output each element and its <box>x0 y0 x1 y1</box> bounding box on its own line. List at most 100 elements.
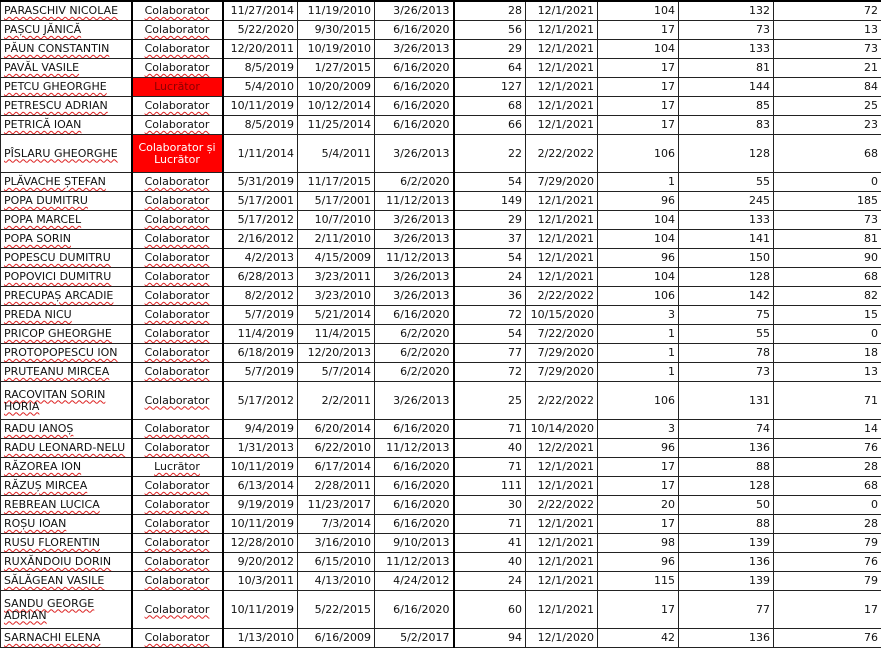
date-cell-3[interactable]: 6/16/2020 <box>374 115 455 135</box>
date-cell-1[interactable]: 10/11/2019 <box>222 590 298 629</box>
role-cell[interactable]: Colaborator <box>131 533 224 553</box>
name-cell[interactable]: POPA SORIN <box>0 229 133 249</box>
count-cell-4[interactable]: 28 <box>773 514 881 534</box>
date-cell-1[interactable]: 12/20/2011 <box>222 39 298 59</box>
role-cell[interactable]: Colaborator <box>131 172 224 192</box>
count-cell-1[interactable]: 54 <box>453 324 526 344</box>
count-cell-1[interactable]: 40 <box>453 552 526 572</box>
role-cell[interactable]: Colaborator <box>131 571 224 591</box>
date-cell-2[interactable]: 9/30/2015 <box>297 20 375 40</box>
count-cell-4[interactable]: 18 <box>773 343 881 363</box>
count-cell-3[interactable]: 55 <box>678 172 774 192</box>
name-cell[interactable]: POPOVICI DUMITRU <box>0 267 133 287</box>
count-cell-3[interactable]: 131 <box>678 381 774 420</box>
date-cell-4[interactable]: 7/29/2020 <box>525 343 598 363</box>
name-cell[interactable]: PETCU GHEORGHE <box>0 77 133 97</box>
date-cell-4[interactable]: 12/1/2021 <box>525 552 598 572</box>
date-cell-4[interactable]: 7/29/2020 <box>525 172 598 192</box>
count-cell-1[interactable]: 149 <box>453 191 526 211</box>
date-cell-2[interactable]: 11/19/2010 <box>297 0 375 21</box>
date-cell-4[interactable]: 12/1/2020 <box>525 628 598 648</box>
name-cell[interactable]: PETRESCU ADRIAN <box>0 96 133 116</box>
count-cell-1[interactable]: 41 <box>453 533 526 553</box>
date-cell-4[interactable]: 7/29/2020 <box>525 362 598 382</box>
count-cell-2[interactable]: 17 <box>597 590 679 629</box>
role-cell[interactable]: Colaborator <box>131 628 224 648</box>
date-cell-2[interactable]: 2/28/2011 <box>297 476 375 496</box>
date-cell-4[interactable]: 10/14/2020 <box>525 419 598 439</box>
count-cell-2[interactable]: 104 <box>597 267 679 287</box>
name-cell[interactable]: PAVĂL VASILE <box>0 58 133 78</box>
date-cell-1[interactable]: 8/5/2019 <box>222 58 298 78</box>
date-cell-2[interactable]: 4/15/2009 <box>297 248 375 268</box>
count-cell-2[interactable]: 17 <box>597 514 679 534</box>
date-cell-1[interactable]: 9/19/2019 <box>222 495 298 515</box>
date-cell-4[interactable]: 12/1/2021 <box>525 267 598 287</box>
count-cell-1[interactable]: 29 <box>453 210 526 230</box>
date-cell-3[interactable]: 11/12/2013 <box>374 191 455 211</box>
role-cell[interactable]: Colaborator <box>131 324 224 344</box>
date-cell-3[interactable]: 3/26/2013 <box>374 0 455 21</box>
date-cell-1[interactable]: 10/11/2019 <box>222 96 298 116</box>
date-cell-4[interactable]: 12/1/2021 <box>525 571 598 591</box>
name-cell[interactable]: ROȘU IOAN <box>0 514 133 534</box>
count-cell-3[interactable]: 141 <box>678 229 774 249</box>
date-cell-4[interactable]: 12/1/2021 <box>525 191 598 211</box>
count-cell-1[interactable]: 56 <box>453 20 526 40</box>
role-cell[interactable]: Lucrător <box>131 77 224 97</box>
date-cell-2[interactable]: 3/23/2011 <box>297 267 375 287</box>
count-cell-3[interactable]: 133 <box>678 210 774 230</box>
count-cell-3[interactable]: 132 <box>678 0 774 21</box>
count-cell-3[interactable]: 139 <box>678 533 774 553</box>
count-cell-3[interactable]: 245 <box>678 191 774 211</box>
name-cell[interactable]: RADU IANOȘ <box>0 419 133 439</box>
count-cell-4[interactable]: 68 <box>773 476 881 496</box>
date-cell-4[interactable]: 12/1/2021 <box>525 457 598 477</box>
date-cell-2[interactable]: 6/16/2009 <box>297 628 375 648</box>
date-cell-1[interactable]: 6/28/2013 <box>222 267 298 287</box>
date-cell-4[interactable]: 2/22/2022 <box>525 134 598 173</box>
date-cell-1[interactable]: 6/13/2014 <box>222 476 298 496</box>
count-cell-4[interactable]: 0 <box>773 172 881 192</box>
role-cell[interactable]: Colaborator <box>131 20 224 40</box>
date-cell-4[interactable]: 12/1/2021 <box>525 248 598 268</box>
count-cell-4[interactable]: 84 <box>773 77 881 97</box>
date-cell-3[interactable]: 3/26/2013 <box>374 210 455 230</box>
date-cell-2[interactable]: 10/20/2009 <box>297 77 375 97</box>
count-cell-3[interactable]: 83 <box>678 115 774 135</box>
role-cell[interactable]: Colaborator <box>131 305 224 325</box>
date-cell-1[interactable]: 5/17/2001 <box>222 191 298 211</box>
role-cell[interactable]: Lucrător <box>131 457 224 477</box>
count-cell-3[interactable]: 139 <box>678 571 774 591</box>
date-cell-2[interactable]: 4/13/2010 <box>297 571 375 591</box>
count-cell-3[interactable]: 136 <box>678 552 774 572</box>
count-cell-2[interactable]: 96 <box>597 438 679 458</box>
count-cell-2[interactable]: 106 <box>597 381 679 420</box>
date-cell-2[interactable]: 11/4/2015 <box>297 324 375 344</box>
count-cell-4[interactable]: 28 <box>773 457 881 477</box>
count-cell-1[interactable]: 71 <box>453 419 526 439</box>
name-cell[interactable]: SĂLĂGEAN VASILE <box>0 571 133 591</box>
count-cell-2[interactable]: 1 <box>597 362 679 382</box>
count-cell-4[interactable]: 82 <box>773 286 881 306</box>
count-cell-3[interactable]: 136 <box>678 628 774 648</box>
count-cell-4[interactable]: 79 <box>773 533 881 553</box>
date-cell-4[interactable]: 12/1/2021 <box>525 0 598 21</box>
date-cell-2[interactable]: 5/17/2001 <box>297 191 375 211</box>
date-cell-1[interactable]: 5/17/2012 <box>222 381 298 420</box>
role-cell[interactable]: Colaborator <box>131 286 224 306</box>
date-cell-3[interactable]: 11/12/2013 <box>374 248 455 268</box>
count-cell-2[interactable]: 42 <box>597 628 679 648</box>
count-cell-2[interactable]: 106 <box>597 134 679 173</box>
count-cell-3[interactable]: 128 <box>678 267 774 287</box>
count-cell-3[interactable]: 128 <box>678 476 774 496</box>
count-cell-4[interactable]: 185 <box>773 191 881 211</box>
count-cell-2[interactable]: 3 <box>597 305 679 325</box>
role-cell[interactable]: Colaborator <box>131 0 224 21</box>
count-cell-1[interactable]: 54 <box>453 172 526 192</box>
count-cell-2[interactable]: 17 <box>597 20 679 40</box>
date-cell-1[interactable]: 12/28/2010 <box>222 533 298 553</box>
count-cell-2[interactable]: 17 <box>597 115 679 135</box>
date-cell-2[interactable]: 3/16/2010 <box>297 533 375 553</box>
count-cell-3[interactable]: 144 <box>678 77 774 97</box>
